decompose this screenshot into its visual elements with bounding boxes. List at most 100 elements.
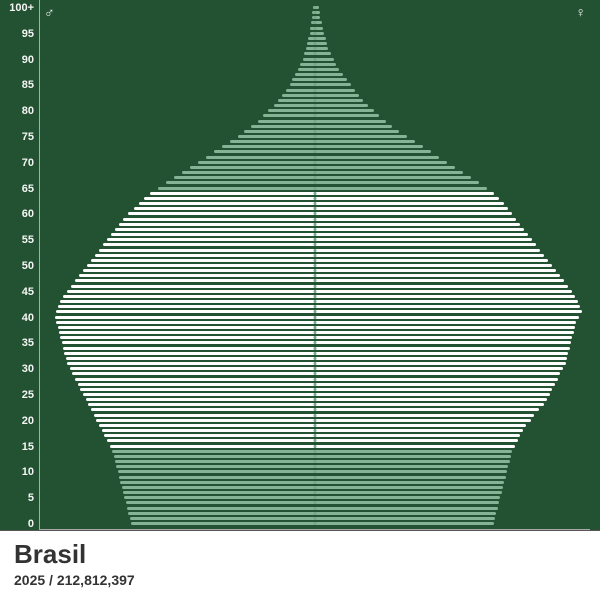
center-dot: [314, 68, 317, 71]
center-dot: [314, 37, 317, 40]
age-row: [40, 507, 590, 511]
male-bar: [134, 207, 315, 210]
age-row: [40, 212, 590, 216]
age-row: [40, 233, 590, 237]
center-dot: [314, 176, 317, 179]
male-bar: [258, 120, 315, 123]
year-value: 2025: [14, 572, 45, 588]
center-dot: [314, 192, 317, 195]
female-bar: [315, 181, 479, 184]
female-bar: [315, 161, 447, 164]
male-bar: [214, 150, 315, 153]
age-row: [40, 21, 590, 25]
male-bar: [99, 424, 315, 427]
male-bar: [238, 135, 315, 138]
male-bar: [75, 378, 315, 381]
center-dot: [314, 445, 317, 448]
male-bar: [166, 181, 315, 184]
age-row: [40, 207, 590, 211]
center-dot: [314, 367, 317, 370]
male-bar: [118, 470, 315, 473]
male-bar: [131, 522, 315, 525]
country-name: Brasil: [14, 539, 586, 570]
age-row: [40, 367, 590, 371]
age-row: [40, 37, 590, 41]
y-tick-label: 60: [0, 208, 34, 220]
center-dot: [314, 109, 317, 112]
center-dot: [314, 156, 317, 159]
age-row: [40, 347, 590, 351]
female-bar: [315, 125, 392, 128]
age-row: [40, 120, 590, 124]
center-dot: [314, 305, 317, 308]
female-bar: [315, 512, 496, 515]
age-row: [40, 254, 590, 258]
female-bar: [315, 171, 463, 174]
male-bar: [123, 218, 315, 221]
age-row: [40, 197, 590, 201]
age-row: [40, 125, 590, 129]
y-tick-label: 100+: [0, 2, 34, 14]
male-bar: [120, 481, 315, 484]
female-bar: [315, 445, 515, 448]
female-bar: [315, 290, 572, 293]
male-bar: [104, 434, 315, 437]
center-dot: [314, 125, 317, 128]
female-bar: [315, 305, 580, 308]
age-row: [40, 264, 590, 268]
male-bar: [103, 243, 315, 246]
female-bar: [315, 419, 531, 422]
male-bar: [286, 89, 315, 92]
center-dot: [314, 42, 317, 45]
male-bar: [268, 109, 315, 112]
female-bar: [315, 192, 494, 195]
male-bar: [56, 310, 315, 313]
age-row: [40, 135, 590, 139]
center-dot: [314, 181, 317, 184]
y-tick-label: 85: [0, 79, 34, 91]
male-bar: [80, 388, 315, 391]
center-dot: [314, 393, 317, 396]
center-dot: [314, 424, 317, 427]
center-dot: [314, 419, 317, 422]
female-bar: [315, 383, 555, 386]
male-bar: [78, 383, 315, 386]
male-bar: [139, 202, 315, 205]
center-dot: [314, 63, 317, 66]
age-row: [40, 130, 590, 134]
center-dot: [314, 439, 317, 442]
age-row: [40, 176, 590, 180]
center-dot: [314, 254, 317, 257]
female-bar: [315, 331, 574, 334]
center-dot: [314, 496, 317, 499]
center-dot: [314, 243, 317, 246]
male-bar: [174, 176, 315, 179]
y-tick-label: 30: [0, 363, 34, 375]
female-bar: [315, 212, 512, 215]
center-dot: [314, 486, 317, 489]
female-bar: [315, 367, 563, 370]
center-dot: [314, 145, 317, 148]
center-dot: [314, 378, 317, 381]
male-bar: [102, 429, 315, 432]
center-dot: [314, 6, 317, 9]
center-dot: [314, 47, 317, 50]
age-row: [40, 52, 590, 56]
male-bar: [88, 403, 315, 406]
age-row: [40, 68, 590, 72]
male-bar: [282, 94, 315, 97]
age-row: [40, 408, 590, 412]
female-bar: [315, 94, 359, 97]
male-bar: [295, 73, 315, 76]
male-bar: [63, 347, 315, 350]
center-dot: [314, 460, 317, 463]
male-bar: [119, 223, 315, 226]
female-bar: [315, 450, 512, 453]
center-dot: [314, 120, 317, 123]
age-row: [40, 42, 590, 46]
y-tick-label: 70: [0, 157, 34, 169]
male-bar: [58, 305, 315, 308]
age-row: [40, 496, 590, 500]
population-pyramid-chart: ♂ ♀ 100+95908580757065605550454035302520…: [0, 0, 600, 530]
center-dot: [314, 99, 317, 102]
